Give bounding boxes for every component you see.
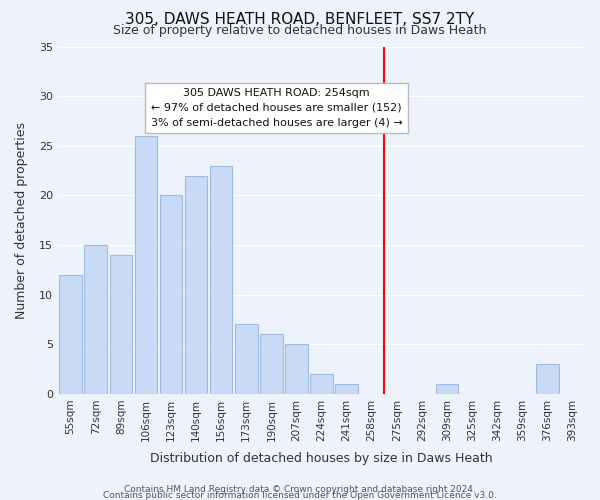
- Text: 305 DAWS HEATH ROAD: 254sqm
← 97% of detached houses are smaller (152)
3% of sem: 305 DAWS HEATH ROAD: 254sqm ← 97% of det…: [151, 88, 403, 128]
- Bar: [235, 324, 257, 394]
- Bar: [185, 176, 208, 394]
- Bar: [210, 166, 232, 394]
- Text: Contains HM Land Registry data © Crown copyright and database right 2024.: Contains HM Land Registry data © Crown c…: [124, 485, 476, 494]
- Bar: [436, 384, 458, 394]
- Bar: [160, 196, 182, 394]
- Bar: [85, 245, 107, 394]
- Bar: [134, 136, 157, 394]
- Y-axis label: Number of detached properties: Number of detached properties: [15, 122, 28, 318]
- Bar: [59, 275, 82, 394]
- Bar: [260, 334, 283, 394]
- Bar: [285, 344, 308, 394]
- Text: 305, DAWS HEATH ROAD, BENFLEET, SS7 2TY: 305, DAWS HEATH ROAD, BENFLEET, SS7 2TY: [125, 12, 475, 28]
- Bar: [335, 384, 358, 394]
- Text: Size of property relative to detached houses in Daws Heath: Size of property relative to detached ho…: [113, 24, 487, 37]
- Bar: [110, 255, 132, 394]
- Text: Contains public sector information licensed under the Open Government Licence v3: Contains public sector information licen…: [103, 491, 497, 500]
- X-axis label: Distribution of detached houses by size in Daws Heath: Distribution of detached houses by size …: [150, 452, 493, 465]
- Bar: [310, 374, 333, 394]
- Bar: [536, 364, 559, 394]
